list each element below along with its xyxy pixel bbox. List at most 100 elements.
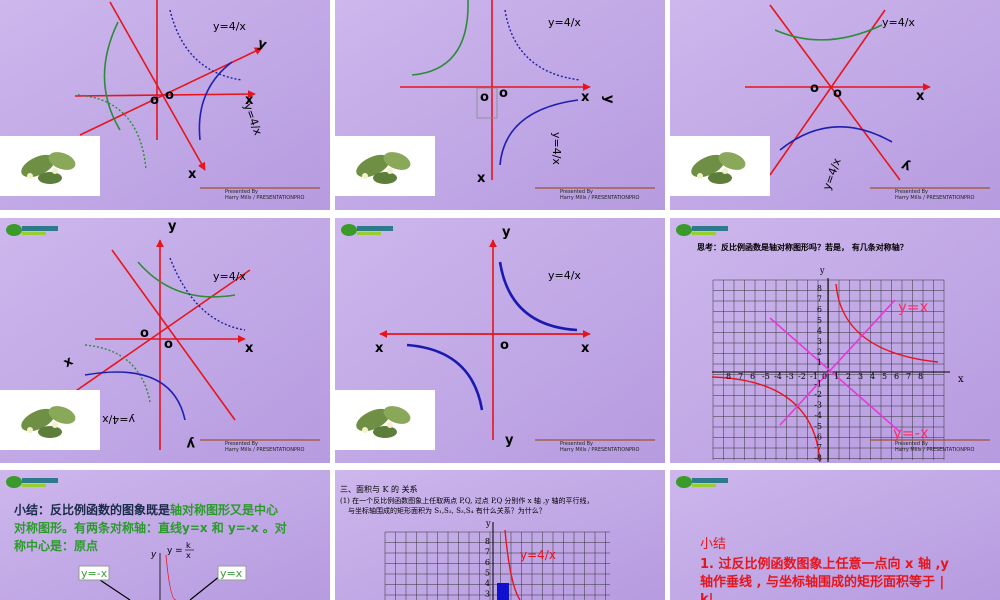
footer: Presented By (225, 441, 258, 447)
x-tick-label: 6 (750, 372, 755, 381)
x-tick-label: -3 (786, 372, 794, 381)
label: y (601, 95, 616, 104)
y-tick-label: 3 (817, 337, 822, 346)
label: x (477, 171, 486, 186)
x-tick-label: -2 (798, 372, 806, 381)
label: y (505, 433, 514, 448)
label: o (480, 90, 489, 105)
footer: Harry Mills / PRESENTATIONPRO (895, 195, 974, 201)
footer: Harry Mills / PRESENTATIONPRO (225, 447, 304, 453)
label: k (186, 541, 191, 550)
y-tick-label: -8 (814, 454, 822, 463)
slide-8-content: 三、面积与 K 的 关系 (1) 在一个反比例函数图象上任取两点 P,Q, 过点… (340, 484, 610, 600)
label: x (186, 551, 191, 560)
x-tick-label: -1 (810, 372, 818, 381)
x-tick-label: -5 (762, 372, 770, 381)
x-tick-label: 8 (726, 372, 731, 381)
x-tick-label: 1 (834, 372, 839, 381)
x-tick-label: 6 (894, 372, 899, 381)
y-tick-label: 4 (485, 579, 490, 588)
y-tick-label: 6 (485, 558, 490, 567)
label: o (833, 86, 842, 101)
label: y=4/x (882, 16, 915, 29)
title: 思考：反比例函数是轴对称图形吗？若是， 有几条对称轴？ (697, 242, 908, 252)
footer: Presented By (225, 189, 258, 195)
x-tick-label: 4 (870, 372, 875, 381)
label: y=4/x (520, 548, 556, 562)
y-tick-label: 5 (485, 569, 490, 578)
text: (1) 在一个反比例函数图象上任取两点 P,Q, 过点 P,Q 分别作 x 轴 … (340, 496, 593, 505)
y-tick-label: -1 (814, 379, 822, 388)
x-tick-label: -4 (774, 372, 782, 381)
slide-9[interactable] (670, 470, 1000, 600)
x-tick-label: 0 (822, 372, 827, 381)
y-tick-label: 8 (817, 284, 822, 293)
label: y=4/x (548, 16, 581, 29)
label: y=x (220, 567, 243, 580)
label: y (502, 225, 511, 240)
label: y=4/x (548, 269, 581, 282)
footer: Harry Mills / PRESENTATIONPRO (225, 195, 304, 201)
y-tick-label: -5 (814, 422, 822, 431)
title: 小结 (700, 537, 726, 552)
text: 对称图形。有两条对称轴：直线y=x 和 y=-x 。对 (14, 520, 287, 535)
x-tick-label: 2 (846, 372, 851, 381)
footer: Presented By (895, 441, 928, 447)
label: x (958, 374, 964, 385)
title: 三、面积与 K 的 关系 (340, 484, 418, 494)
svg-text:小结：反比例函数的图象既是轴对称图形又是中心: 小结：反比例函数的图象既是轴对称图形又是中心 (14, 502, 278, 517)
x-tick-label: 7 (906, 372, 911, 381)
slide-4-content: y y=4/x o o x x y=4/x y Presented By Har… (0, 219, 321, 453)
label: y (485, 519, 491, 528)
label: x (245, 341, 254, 356)
slide-9-content: 小结 1. 过反比例函数图象上任意一点向 x 轴 ,y 轴作垂线 , 与坐标轴围… (676, 476, 949, 600)
footer: Harry Mills / PRESENTATIONPRO (560, 447, 639, 453)
slide-8[interactable] (335, 470, 665, 600)
label: x (581, 341, 590, 356)
label: x (581, 90, 590, 105)
label: o (499, 86, 508, 101)
slide-6[interactable] (670, 218, 1000, 463)
label: x (245, 93, 254, 108)
slide-7-content: 小结：反比例函数的图象既是轴对称图形又是中心 对称图形。有两条对称轴：直线y=x… (6, 476, 287, 600)
x-tick-label: 5 (882, 372, 887, 381)
label: y (819, 266, 825, 275)
y-tick-label: 2 (817, 348, 822, 357)
label: y=4/x (102, 413, 135, 426)
label: x (188, 167, 197, 182)
label: y=4/x (550, 132, 563, 165)
label: y (168, 219, 177, 234)
label: y=x (898, 298, 928, 316)
label: o (165, 88, 174, 103)
label: o (810, 81, 819, 96)
y-tick-label: 6 (817, 305, 822, 314)
x-tick-label: 3 (858, 372, 863, 381)
y-tick-label: -7 (814, 443, 822, 452)
y-tick-label: 7 (817, 295, 822, 304)
y-tick-label: 4 (817, 326, 822, 335)
footer: Presented By (895, 189, 928, 195)
label: o (164, 337, 173, 352)
label: y = (167, 546, 183, 556)
y-tick-label: -6 (814, 432, 822, 441)
text: 称中心是：原点 (14, 538, 98, 553)
y-tick-label: 8 (485, 537, 490, 546)
label: o (150, 93, 159, 108)
x-tick-label: 8 (918, 372, 923, 381)
y-tick-label: -2 (814, 390, 822, 399)
slide-7[interactable] (0, 470, 330, 600)
label: y=-x (81, 567, 108, 580)
label: y=4/x (213, 20, 246, 33)
slide-2-content: y=4/x o o x y y=4/x x Presented By Harry… (335, 0, 656, 201)
text: 1. 过反比例函数图象上任意一点向 x 轴 ,y (700, 556, 949, 572)
text: 轴作垂线 , 与坐标轴围成的矩形面积等于 | (700, 574, 944, 590)
slide-6-content: 思考：反比例函数是轴对称图形吗？若是， 有几条对称轴？ y x y=x y=-x… (676, 224, 991, 463)
label: x (375, 341, 384, 356)
label: y=4/x (213, 270, 246, 283)
y-tick-label: 5 (817, 316, 822, 325)
label: y (186, 436, 195, 451)
label: x (916, 89, 925, 104)
footer: Harry Mills / PRESENTATIONPRO (560, 195, 639, 201)
